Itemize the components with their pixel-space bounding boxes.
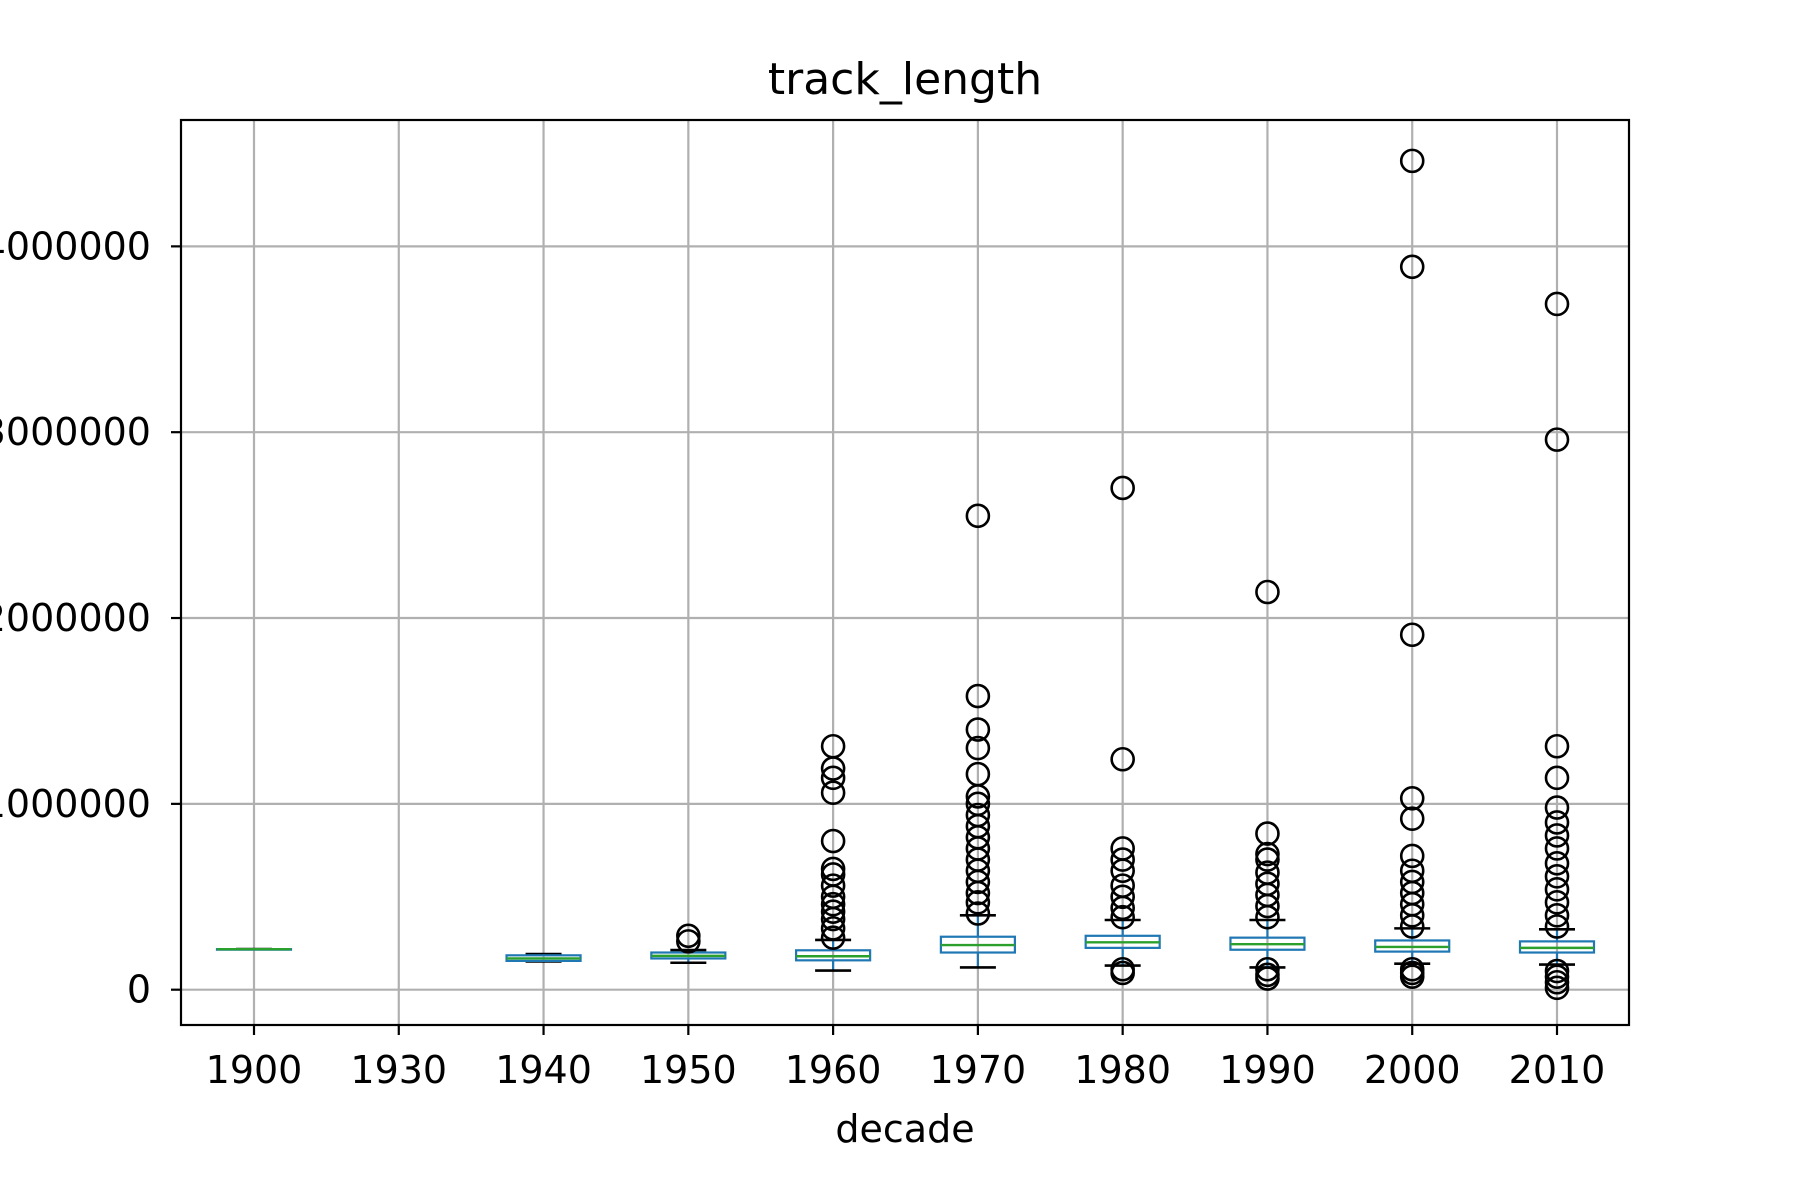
outlier-point xyxy=(1399,858,1425,884)
outlier-point xyxy=(1544,851,1570,876)
outlier-point xyxy=(1255,956,1280,982)
outlier-point xyxy=(1255,841,1280,867)
outlier-point xyxy=(965,503,991,529)
outlier-point xyxy=(1544,733,1570,759)
outlier-point xyxy=(1544,958,1570,984)
outlier-point xyxy=(1544,975,1570,1001)
x-tick-label: 2010 xyxy=(1509,1048,1606,1092)
x-tick-label: 1940 xyxy=(495,1048,592,1092)
y-tick-label: 3000000 xyxy=(0,410,151,454)
outlier-point xyxy=(820,780,846,806)
outlier-point xyxy=(1110,873,1135,898)
outlier-point xyxy=(965,717,991,742)
box-1900 xyxy=(215,947,293,951)
outlier-point xyxy=(1110,956,1135,982)
outlier-point xyxy=(1544,964,1570,989)
outlier-point xyxy=(676,923,701,949)
box-1960 xyxy=(795,938,872,972)
outlier-point xyxy=(820,891,846,917)
outlier-point xyxy=(965,683,991,709)
outlier-point xyxy=(820,916,846,941)
outlier-point xyxy=(1544,823,1570,848)
x-tick-label: 2000 xyxy=(1364,1048,1461,1092)
outlier-point xyxy=(820,733,846,759)
x-tick-label: 1960 xyxy=(785,1048,882,1092)
outlier-point xyxy=(820,862,846,887)
outlier-point xyxy=(1399,148,1425,174)
outlier-point xyxy=(1544,810,1570,835)
outlier-point xyxy=(820,925,846,950)
outlier-point xyxy=(965,890,991,915)
outlier-point xyxy=(1110,904,1135,930)
flier-layer xyxy=(676,148,1570,1001)
outlier-point xyxy=(1255,871,1280,897)
box-layer xyxy=(215,914,1596,972)
x-tick-label: 1950 xyxy=(640,1048,737,1092)
outlier-point xyxy=(1544,903,1570,928)
outlier-point xyxy=(1399,622,1425,648)
outlier-point xyxy=(1399,806,1425,832)
y-axis: 0 1000000 2000000 3000000 4000000 xyxy=(0,224,181,1012)
grid-layer xyxy=(181,120,1629,1025)
outlier-point xyxy=(1544,890,1570,915)
outlier-point xyxy=(1255,962,1280,988)
outlier-point xyxy=(820,873,846,898)
plot-frame xyxy=(179,118,1631,1027)
x-tick-label: 1980 xyxy=(1074,1048,1171,1092)
y-tick-label: 4000000 xyxy=(0,224,151,268)
x-tick-label: 1900 xyxy=(206,1048,303,1092)
outlier-point xyxy=(1544,969,1570,995)
outlier-point xyxy=(1544,877,1570,902)
box-1940 xyxy=(505,952,582,963)
outlier-point xyxy=(1110,884,1135,910)
outlier-point xyxy=(1544,291,1570,317)
outlier-point xyxy=(965,901,991,926)
outlier-point xyxy=(1255,847,1280,872)
outlier-point xyxy=(1110,746,1135,772)
outlier-point xyxy=(820,899,846,924)
outlier-point xyxy=(1399,254,1425,280)
outlier-point xyxy=(1255,821,1280,846)
outlier-point xyxy=(965,761,991,787)
outlier-point xyxy=(1110,836,1135,861)
outlier-point xyxy=(965,735,991,761)
chart-title: track_length xyxy=(768,54,1042,105)
outlier-point xyxy=(1399,785,1425,811)
outlier-point xyxy=(1544,914,1570,939)
x-axis: 1900 1930 1940 1950 1960 1970 1980 1990 2000 2010 xyxy=(206,1025,1606,1092)
y-tick-label: 1000000 xyxy=(0,782,151,826)
outlier-point xyxy=(1544,765,1570,791)
outlier-point xyxy=(676,929,701,954)
x-tick-label: 1990 xyxy=(1219,1048,1316,1092)
x-axis-title: decade xyxy=(835,1107,974,1151)
outlier-point xyxy=(1255,860,1280,885)
outlier-point xyxy=(820,765,846,791)
outlier-point xyxy=(1544,836,1570,861)
outlier-point xyxy=(1544,864,1570,889)
outlier-point xyxy=(1399,869,1425,895)
x-tick-label: 1970 xyxy=(930,1048,1027,1092)
outlier-point xyxy=(1399,956,1425,982)
y-tick-label: 0 xyxy=(127,968,151,1012)
x-tick-label: 1930 xyxy=(350,1048,447,1092)
outlier-point xyxy=(1110,475,1135,501)
outlier-point xyxy=(1399,843,1425,869)
outlier-point xyxy=(965,802,991,828)
outlier-point xyxy=(820,828,846,854)
outlier-point xyxy=(1255,579,1280,605)
outlier-point xyxy=(820,856,846,882)
outlier-point xyxy=(1544,795,1570,820)
outlier-point xyxy=(1544,427,1570,452)
outlier-point xyxy=(965,791,991,817)
y-tick-label: 2000000 xyxy=(0,596,151,640)
outlier-point xyxy=(1110,847,1135,872)
